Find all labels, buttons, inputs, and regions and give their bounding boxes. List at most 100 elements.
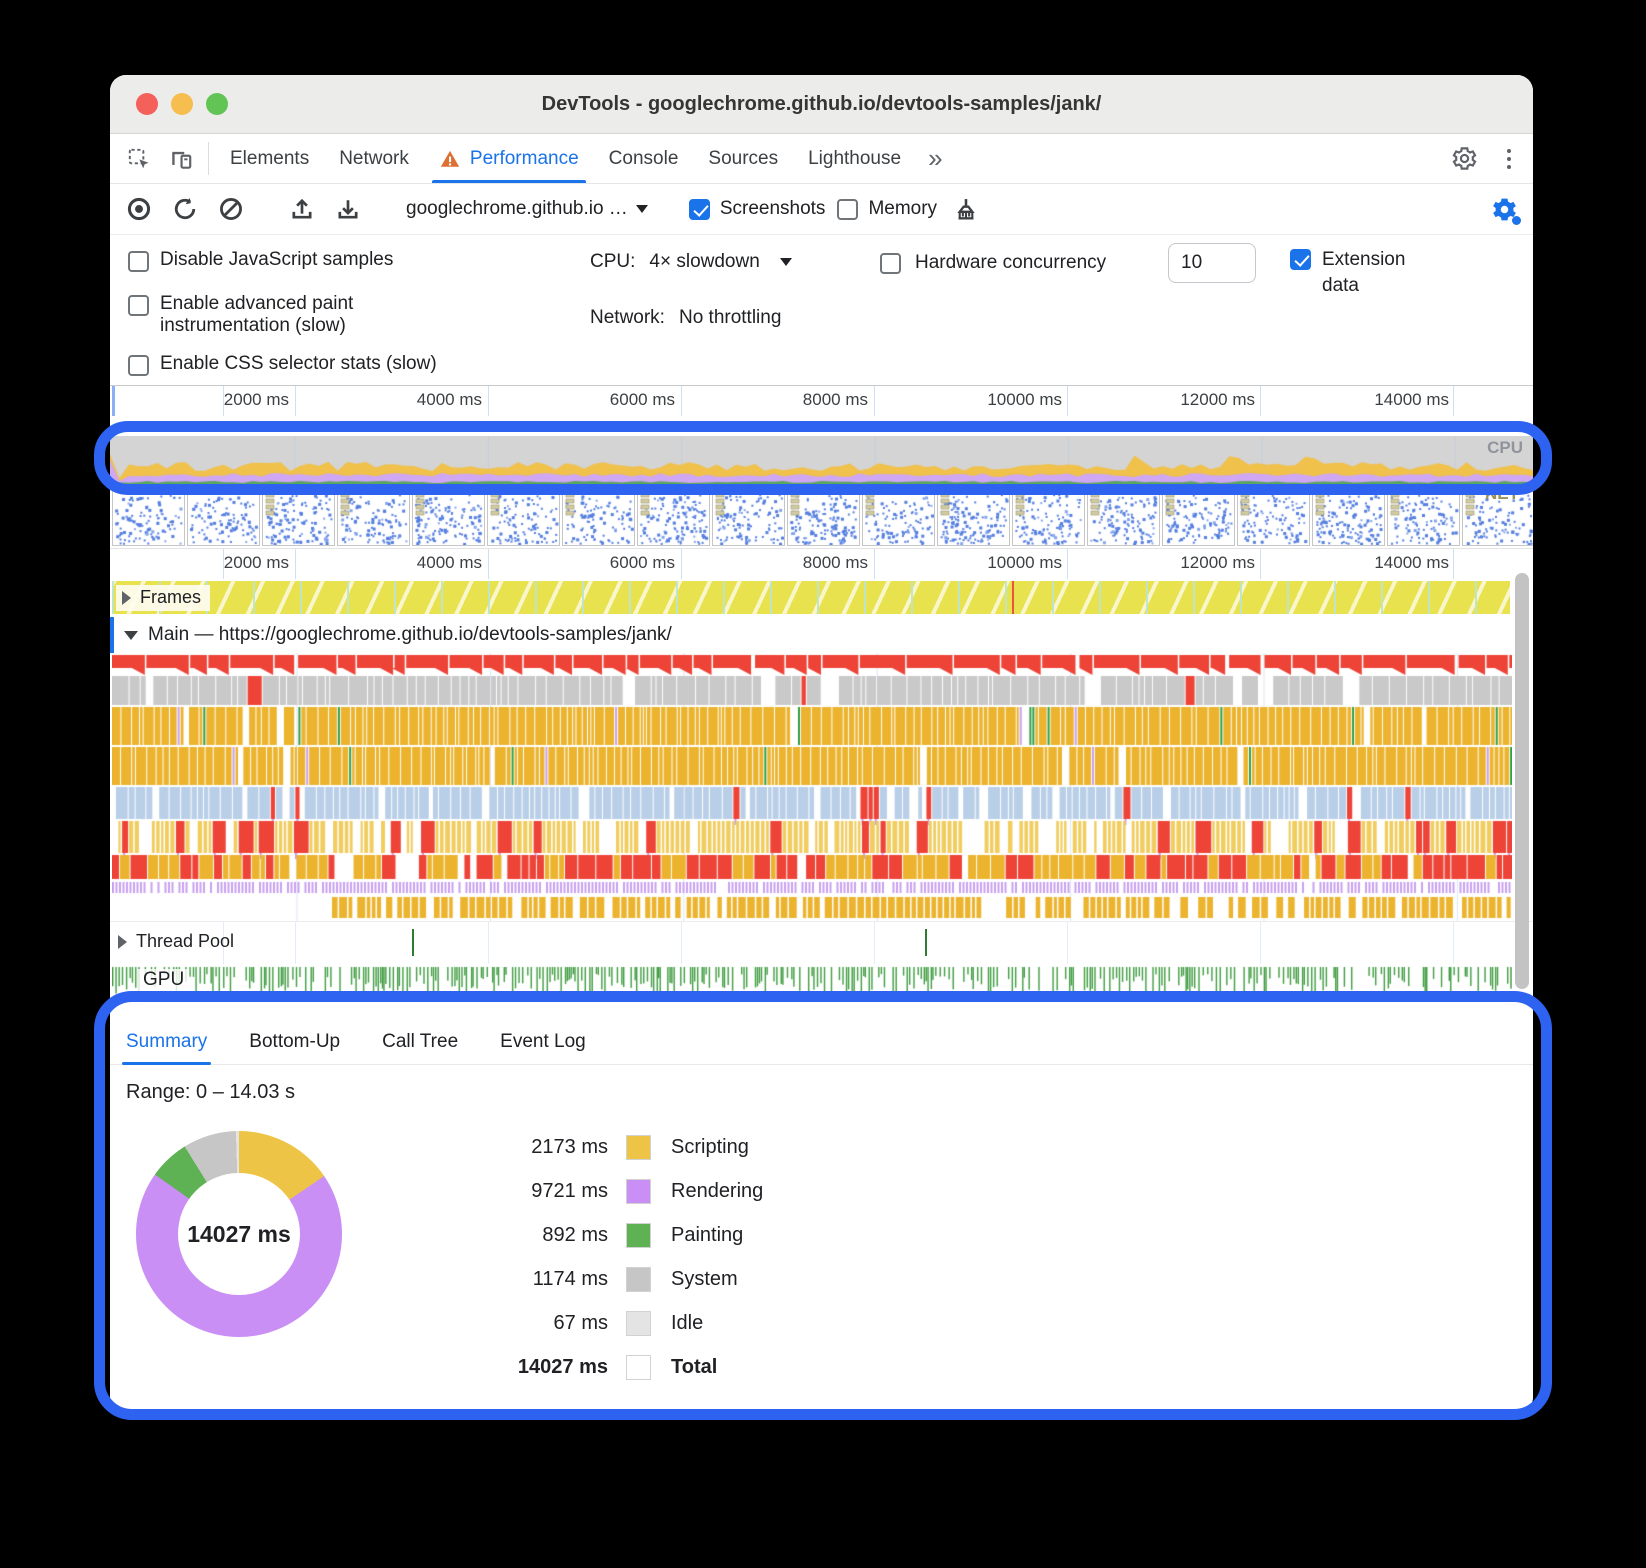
divider bbox=[208, 142, 209, 175]
screenshot-thumbnail[interactable] bbox=[1387, 490, 1460, 546]
track-ruler[interactable]: 2000 ms 4000 ms 6000 ms 8000 ms 10000 ms… bbox=[110, 548, 1533, 579]
legend-row-scripting: 2173 ms Scripting bbox=[438, 1125, 763, 1169]
screenshot-thumbnail[interactable] bbox=[562, 490, 635, 546]
record-button[interactable] bbox=[122, 192, 156, 226]
screenshot-thumbnail[interactable] bbox=[1162, 490, 1235, 546]
screenshot-thumbnail[interactable] bbox=[787, 490, 860, 546]
extension-data-checkbox[interactable] bbox=[1290, 249, 1311, 270]
memory-checkbox[interactable] bbox=[837, 198, 859, 220]
more-options-button[interactable] bbox=[1503, 145, 1515, 173]
ruler-tick: 10000 ms bbox=[987, 553, 1062, 572]
tab-bottom-up[interactable]: Bottom-Up bbox=[249, 1020, 340, 1064]
hardware-concurrency-input[interactable] bbox=[1168, 243, 1256, 283]
inspect-element-button[interactable] bbox=[118, 140, 160, 178]
tab-call-tree[interactable]: Call Tree bbox=[382, 1020, 458, 1064]
cpu-overview-chart[interactable] bbox=[110, 436, 1533, 486]
cpu-throttling-select[interactable]: CPU: 4× slowdown bbox=[590, 251, 792, 273]
network-throttling-select[interactable]: Network: No throttling bbox=[590, 307, 781, 329]
screenshot-thumbnail[interactable] bbox=[1237, 490, 1310, 546]
minimize-window-button[interactable] bbox=[171, 93, 193, 115]
ruler-tick: 6000 ms bbox=[609, 553, 675, 572]
tab-event-log[interactable]: Event Log bbox=[500, 1020, 586, 1064]
screenshot-thumbnail[interactable] bbox=[862, 490, 935, 546]
close-window-button[interactable] bbox=[136, 93, 158, 115]
memory-toggle[interactable]: Memory bbox=[837, 198, 937, 220]
clear-recording-button[interactable] bbox=[214, 192, 248, 226]
capture-settings-button[interactable] bbox=[1487, 192, 1521, 226]
flame-chart-canvas[interactable] bbox=[112, 653, 1512, 921]
tab-console[interactable]: Console bbox=[594, 134, 694, 183]
collect-garbage-button[interactable] bbox=[949, 192, 983, 226]
legend-value: 14027 ms bbox=[517, 1355, 608, 1378]
load-profile-button[interactable] bbox=[285, 192, 319, 226]
screenshots-toggle[interactable]: Screenshots bbox=[688, 198, 825, 220]
frames-band[interactable] bbox=[112, 581, 1510, 614]
filmstrip-thumbnails[interactable] bbox=[112, 486, 1533, 546]
css-selector-stats-checkbox[interactable] bbox=[128, 355, 149, 376]
tab-lighthouse[interactable]: Lighthouse bbox=[793, 134, 916, 183]
vertical-scrollbar[interactable] bbox=[1515, 573, 1529, 989]
ruler-tick: 2000 ms bbox=[223, 390, 289, 409]
device-toolbar-button[interactable] bbox=[160, 140, 202, 178]
screenshot-thumbnail[interactable] bbox=[1312, 490, 1385, 546]
expand-triangle-icon[interactable] bbox=[118, 934, 127, 949]
gpu-track-canvas[interactable] bbox=[112, 965, 1512, 998]
screenshot-thumbnail[interactable] bbox=[262, 490, 335, 546]
thread-pool-header[interactable]: Thread Pool bbox=[118, 931, 234, 952]
screenshots-checkbox[interactable] bbox=[688, 198, 710, 220]
gpu-track-label: GPU bbox=[138, 969, 190, 991]
screenshot-thumbnail[interactable] bbox=[637, 490, 710, 546]
gear-icon bbox=[1451, 145, 1478, 172]
tab-sources[interactable]: Sources bbox=[693, 134, 793, 183]
warning-triangle-icon bbox=[439, 148, 461, 170]
performance-toolbar: googlechrome.github.io … Screenshots Mem… bbox=[110, 184, 1533, 235]
main-flame-chart[interactable] bbox=[110, 653, 1533, 921]
tab-performance[interactable]: Performance bbox=[424, 134, 594, 183]
screenshot-thumbnail[interactable] bbox=[1012, 490, 1085, 546]
screenshot-thumbnail[interactable] bbox=[412, 490, 485, 546]
advanced-paint-setting[interactable]: Enable advanced paint instrumentation (s… bbox=[128, 293, 438, 337]
disable-js-samples-setting[interactable]: Disable JavaScript samples bbox=[128, 249, 393, 272]
main-thread-header[interactable]: Main — https://googlechrome.github.io/de… bbox=[110, 617, 1533, 653]
profile-select[interactable]: googlechrome.github.io … bbox=[402, 198, 652, 220]
frames-track[interactable]: Frames bbox=[110, 579, 1533, 617]
screenshots-filmstrip[interactable]: NET bbox=[110, 486, 1533, 548]
devtools-tabbar: Elements Network Performance Console Sou… bbox=[110, 134, 1533, 184]
tab-elements[interactable]: Elements bbox=[215, 134, 324, 183]
tab-summary[interactable]: Summary bbox=[121, 1020, 212, 1065]
cpu-overview-strip[interactable]: CPU bbox=[110, 436, 1533, 486]
thread-pool-event[interactable] bbox=[412, 929, 414, 956]
disable-js-samples-checkbox[interactable] bbox=[128, 251, 149, 272]
legend-value: 2173 ms bbox=[531, 1135, 608, 1158]
css-selector-stats-setting[interactable]: Enable CSS selector stats (slow) bbox=[128, 353, 437, 376]
profile-select-value: googlechrome.github.io … bbox=[406, 198, 628, 219]
range-selection-handle[interactable] bbox=[112, 386, 115, 416]
screenshot-thumbnail[interactable] bbox=[337, 490, 410, 546]
tab-network[interactable]: Network bbox=[324, 134, 424, 183]
screenshot-thumbnail[interactable] bbox=[112, 490, 185, 546]
overview-ruler[interactable]: 2000 ms 4000 ms 6000 ms 8000 ms 10000 ms… bbox=[110, 385, 1533, 416]
screenshot-thumbnail[interactable] bbox=[187, 490, 260, 546]
hardware-concurrency-setting[interactable]: Hardware concurrency bbox=[880, 251, 1106, 274]
thread-pool-event[interactable] bbox=[925, 929, 927, 956]
expand-triangle-icon[interactable] bbox=[122, 590, 131, 605]
hardware-concurrency-checkbox[interactable] bbox=[880, 253, 901, 274]
more-tabs-button[interactable]: » bbox=[928, 143, 942, 173]
screenshot-thumbnail[interactable] bbox=[712, 490, 785, 546]
screenshot-thumbnail[interactable] bbox=[487, 490, 560, 546]
reload-and-record-button[interactable] bbox=[168, 192, 202, 226]
screenshot-thumbnail[interactable] bbox=[937, 490, 1010, 546]
collapse-triangle-icon[interactable] bbox=[124, 630, 138, 640]
devtools-settings-button[interactable] bbox=[1443, 140, 1485, 178]
save-profile-button[interactable] bbox=[331, 192, 365, 226]
total-swatch bbox=[626, 1354, 651, 1380]
extension-data-setting[interactable]: Extension data bbox=[1290, 247, 1440, 298]
frames-track-header[interactable]: Frames bbox=[116, 585, 211, 611]
zoom-window-button[interactable] bbox=[206, 93, 228, 115]
thread-pool-track[interactable]: Thread Pool bbox=[110, 921, 1533, 964]
tabbar-right-controls bbox=[1443, 134, 1525, 183]
gpu-track[interactable]: GPU bbox=[110, 964, 1533, 1000]
advanced-paint-checkbox[interactable] bbox=[128, 295, 149, 316]
tab-label: Lighthouse bbox=[808, 147, 902, 169]
screenshot-thumbnail[interactable] bbox=[1087, 490, 1160, 546]
